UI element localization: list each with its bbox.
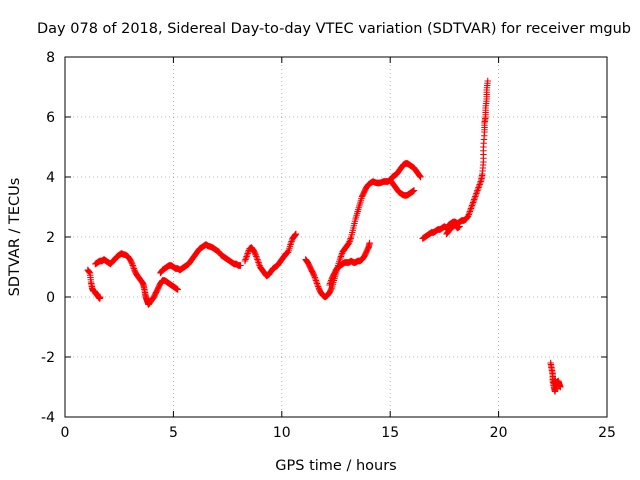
y-tick-label: -2 bbox=[41, 350, 55, 366]
data-point bbox=[417, 173, 424, 181]
data-point bbox=[366, 239, 373, 247]
data-point bbox=[237, 262, 244, 269]
x-tick-label: 20 bbox=[490, 425, 508, 441]
data-point bbox=[96, 293, 104, 301]
data-point bbox=[553, 385, 561, 392]
y-tick-label: 8 bbox=[46, 50, 55, 66]
data-point bbox=[410, 187, 418, 194]
y-tick-label: -4 bbox=[41, 410, 55, 426]
data-points bbox=[84, 77, 564, 395]
y-tick-label: 6 bbox=[46, 110, 55, 126]
x-tick-label: 15 bbox=[381, 425, 399, 441]
tick-labels: 0 5 10 15 20 25 -4 -2 0 2 4 6 8 bbox=[41, 50, 616, 441]
data-point bbox=[174, 286, 181, 293]
x-tick-label: 10 bbox=[273, 425, 291, 441]
grid-lines bbox=[65, 57, 607, 417]
y-tick-label: 2 bbox=[46, 230, 55, 246]
chart-title: Day 078 of 2018, Sidereal Day-to-day VTE… bbox=[37, 21, 631, 37]
y-axis-label: SDTVAR / TECUs bbox=[7, 178, 23, 297]
data-point bbox=[484, 77, 491, 85]
x-axis-label: GPS time / hours bbox=[275, 458, 396, 474]
y-tick-label: 4 bbox=[46, 170, 55, 186]
data-point bbox=[456, 223, 463, 230]
plot-frame bbox=[64, 56, 608, 418]
x-tick-label: 5 bbox=[169, 425, 178, 441]
data-point bbox=[292, 230, 300, 238]
y-tick-label: 0 bbox=[46, 290, 55, 306]
x-tick-label: 0 bbox=[61, 425, 70, 441]
x-tick-label: 25 bbox=[598, 425, 616, 441]
